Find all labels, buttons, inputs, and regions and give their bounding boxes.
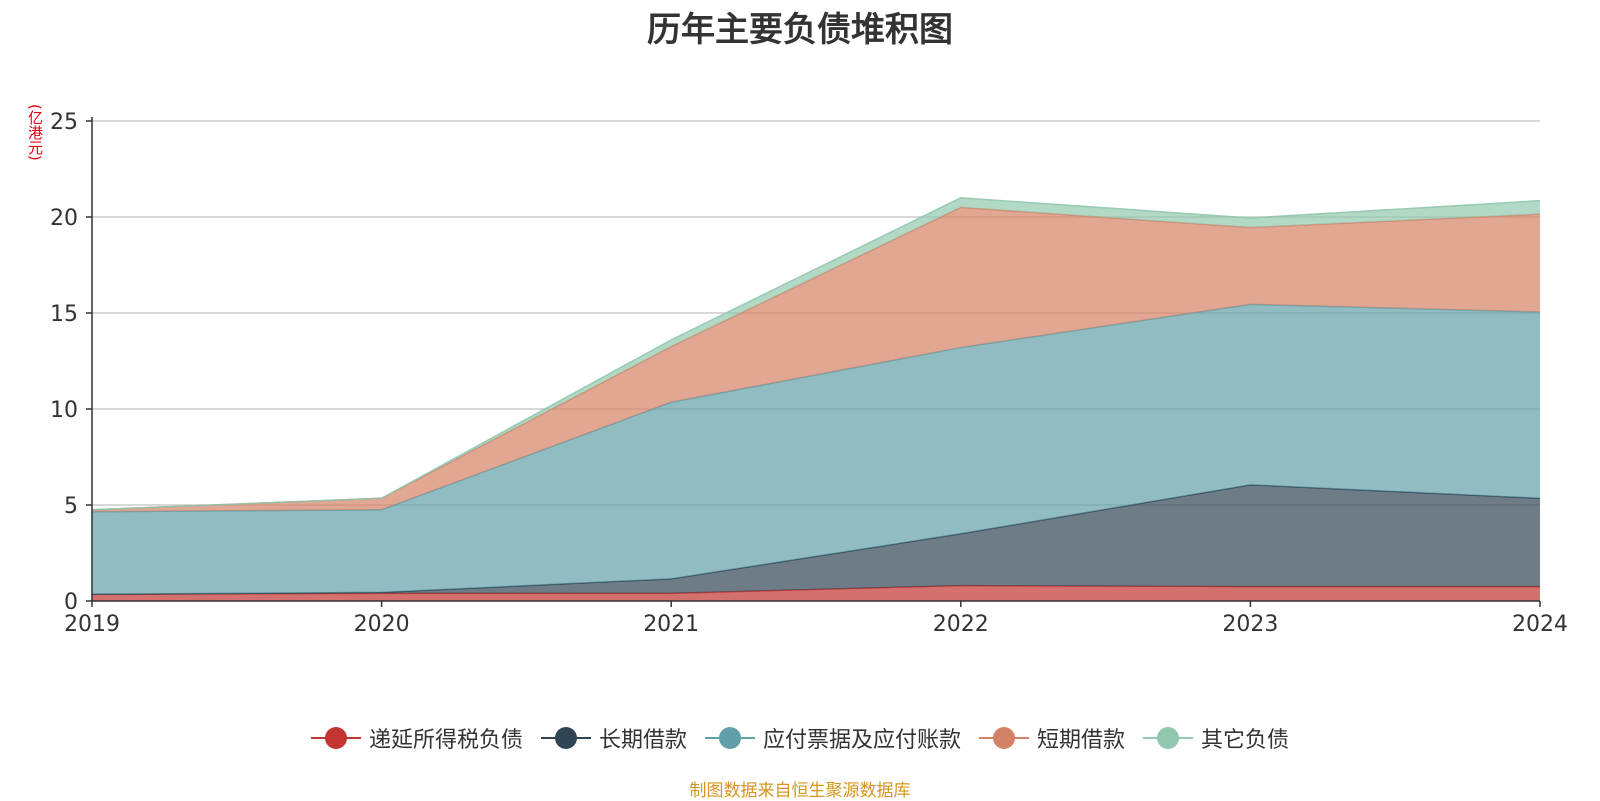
- y-tick-label-1: 5: [64, 494, 78, 519]
- legend-label-3: 短期借款: [1037, 728, 1126, 753]
- axis-layer: 0 5 10 15 20 25 2019 2020 2021 2022 2023 2024: [50, 110, 1568, 637]
- y-tick-label-4: 20: [50, 206, 78, 231]
- area-series-0[interactable]: [92, 585, 1540, 601]
- x-tick-label-3: 2022: [933, 612, 989, 637]
- legend-swatch-1: [540, 726, 591, 750]
- y-tick-label-3: 15: [50, 302, 78, 327]
- x-tick-label-5: 2024: [1512, 612, 1568, 637]
- area-series-3[interactable]: [92, 207, 1540, 512]
- legend-label-2: 应付票据及应付账款: [762, 728, 961, 753]
- x-tick-label-0: 2019: [64, 612, 120, 637]
- legend-label-0: 递延所得税负债: [368, 728, 523, 753]
- area-edge-4: [91, 197, 1541, 511]
- legend-item-3[interactable]: 短期借款: [979, 722, 1125, 754]
- x-tick-label-4: 2023: [1222, 612, 1278, 637]
- chart-title: 历年主要负债堆积图: [647, 10, 953, 50]
- legend-item-2[interactable]: 应付票据及应付账款: [704, 722, 961, 754]
- legend-label-4: 其它负债: [1201, 728, 1290, 753]
- legend-item-0[interactable]: 递延所得税负债: [310, 722, 523, 754]
- legend-swatch-0: [310, 726, 361, 750]
- y-tick-label-5: 25: [50, 110, 78, 135]
- y-tick-label-2: 10: [50, 398, 78, 423]
- legend-item-4[interactable]: 其它负债: [1143, 722, 1289, 754]
- legend-swatch-2: [704, 726, 755, 750]
- area-layer: [91, 197, 1541, 601]
- legend-label-1: 长期借款: [598, 728, 687, 753]
- legend-swatch-3: [979, 726, 1029, 750]
- x-tick-label-2: 2021: [643, 612, 699, 637]
- area-series-2[interactable]: [92, 304, 1540, 595]
- legend-item-1[interactable]: 长期借款: [540, 722, 687, 754]
- x-tick-label-1: 2020: [354, 612, 410, 637]
- y-tick-label-0: 0: [64, 590, 78, 615]
- source-note: 制图数据来自恒生聚源数据库: [689, 781, 911, 801]
- y-axis-unit-label: (亿港元): [26, 104, 44, 161]
- area-series-1[interactable]: [92, 484, 1540, 595]
- legend: 递延所得税负债 长期借款 应付票据及应付账款 短期借款 其它负债: [0, 720, 1600, 756]
- legend-swatch-4: [1143, 726, 1194, 750]
